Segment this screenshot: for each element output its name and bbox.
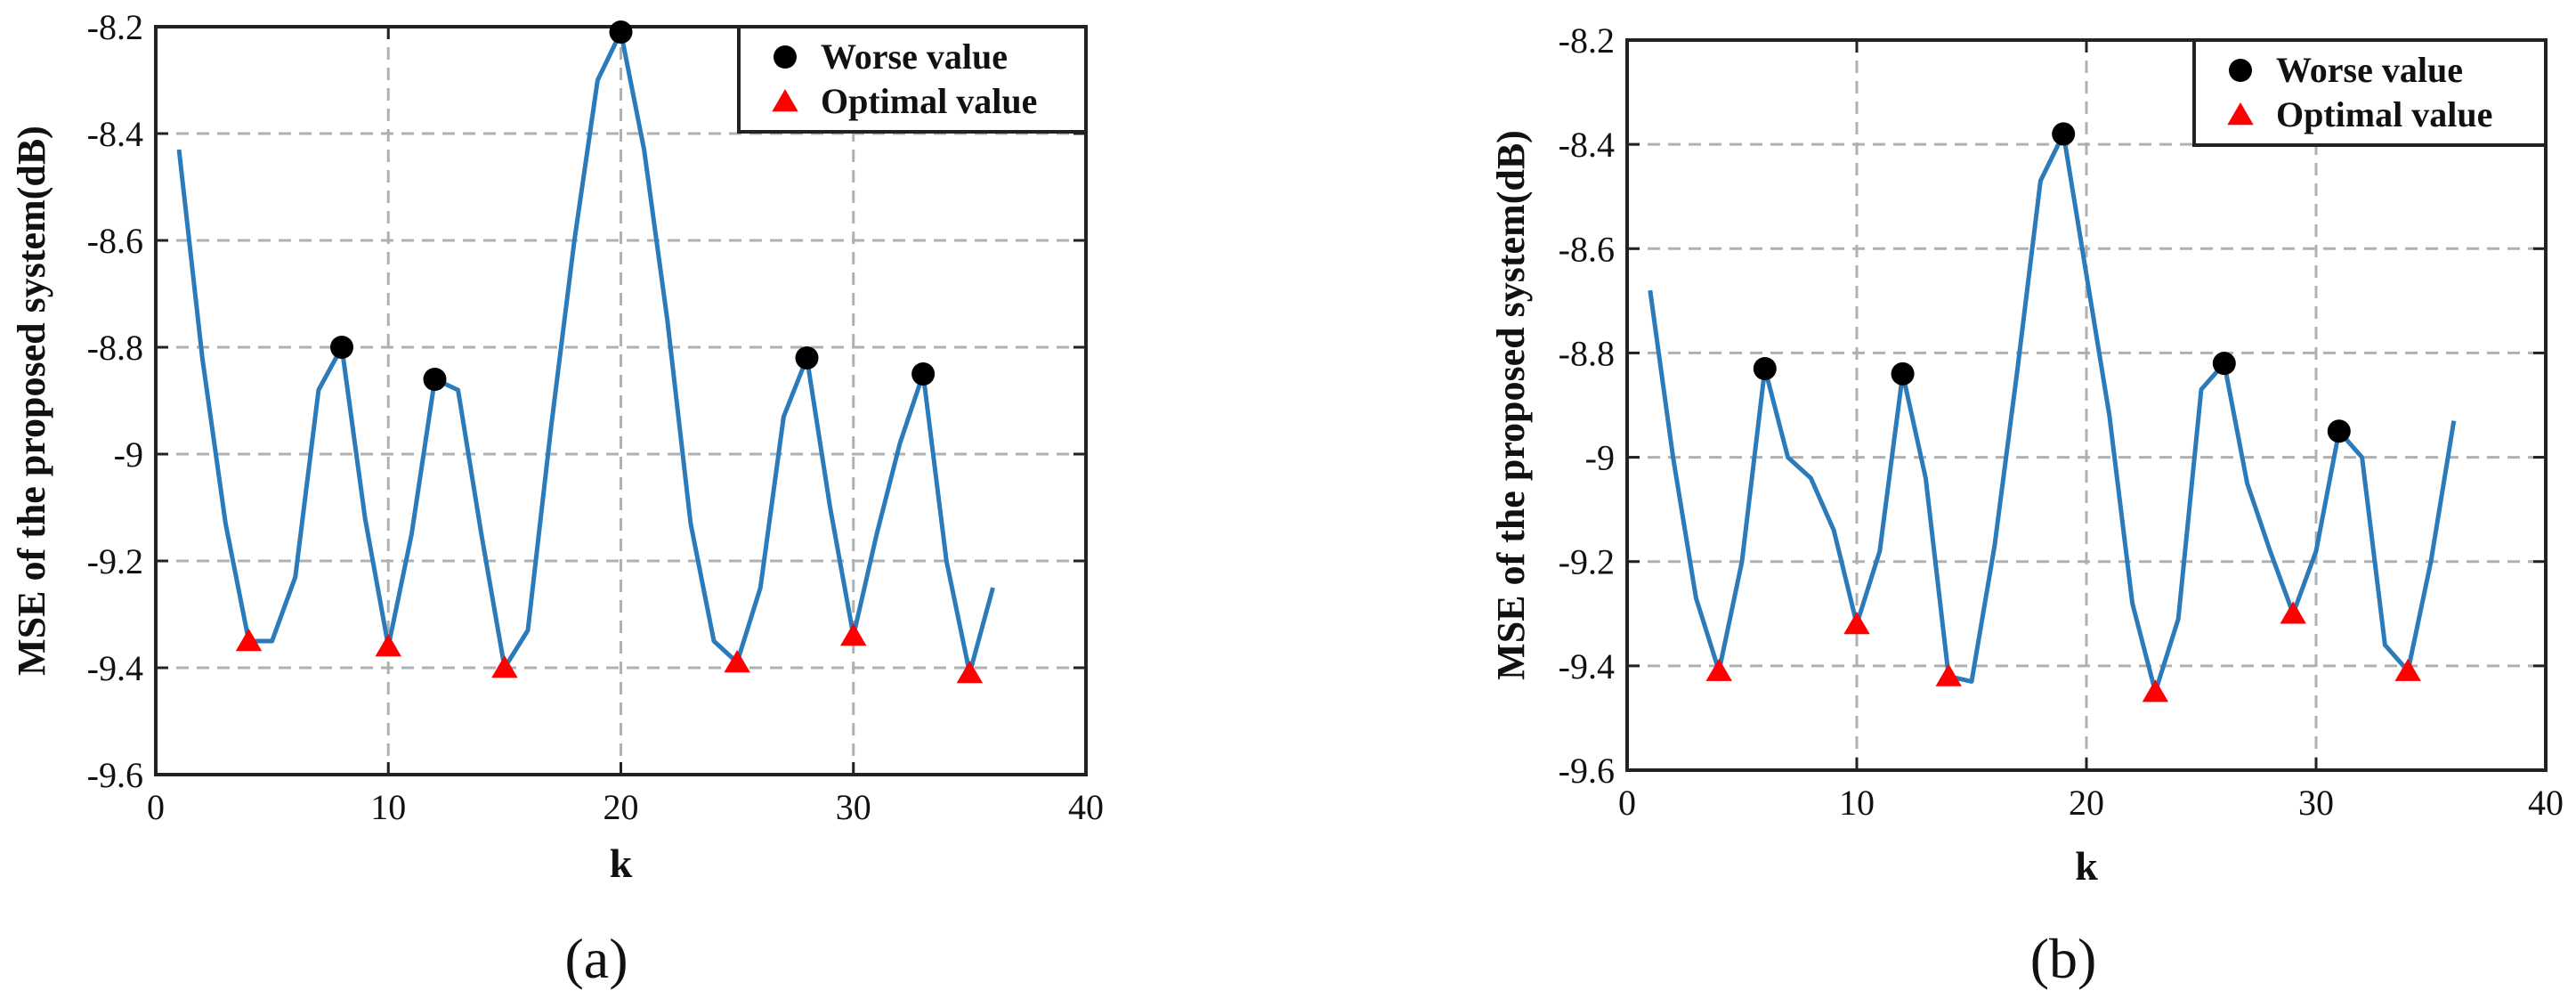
x-tick-label: 40 xyxy=(1068,787,1104,827)
panel-label: (a) xyxy=(564,927,628,990)
worse-value-point xyxy=(330,336,353,359)
worse-value-point xyxy=(1891,361,1915,386)
y-tick-label: -9.4 xyxy=(87,648,143,688)
series-line-0 xyxy=(1648,131,2457,694)
x-tick-label: 20 xyxy=(2069,783,2104,823)
optimal-value-point xyxy=(2142,679,2169,702)
chart-panel-b: 0 10 20 30 40 -9.6 -9.4 -9.2 -9 -8.8 -8.6 -8.4 -8.2 k… xyxy=(1489,20,2564,990)
y-tick-label: -8.4 xyxy=(1559,125,1615,165)
optimal-value-point xyxy=(2280,601,2306,624)
legend-box xyxy=(737,25,1088,134)
worse-value-point xyxy=(2212,352,2236,376)
legend-optimal-marker xyxy=(772,89,798,112)
y-tick-label: -8.8 xyxy=(87,328,143,368)
legend-worse-marker xyxy=(2229,59,2252,82)
x-axis-label: k xyxy=(610,841,633,886)
panel-label: (b) xyxy=(2030,927,2097,990)
y-tick-label: -9.2 xyxy=(1559,542,1615,582)
optimal-value-point xyxy=(2394,658,2421,681)
y-tick-label: -8.2 xyxy=(87,7,143,47)
optimal-value-point xyxy=(375,634,401,657)
x-tick-label: 10 xyxy=(370,787,406,827)
worse-value-point xyxy=(609,20,633,44)
worse-value-point xyxy=(911,362,936,386)
y-tick-label: -9 xyxy=(114,434,143,475)
legend-box xyxy=(2192,38,2548,147)
x-tick-label: 40 xyxy=(2528,783,2564,823)
y-tick-label: -9.2 xyxy=(87,541,143,581)
optimal-value-point xyxy=(956,661,984,684)
legend-optimal-marker xyxy=(2227,102,2254,126)
x-tick-label: 10 xyxy=(1839,783,1875,823)
legend-worse-label: Worse value xyxy=(821,37,1008,77)
y-tick-label: -8.4 xyxy=(87,114,143,154)
legend-worse-label: Worse value xyxy=(2276,50,2463,90)
optimal-value-point xyxy=(1935,663,1962,686)
x-axis-label: k xyxy=(2075,843,2098,889)
y-axis-label: MSE of the proposed system(dB) xyxy=(10,126,53,676)
y-tick-label: -9.6 xyxy=(1559,751,1615,791)
worse-value-point xyxy=(2052,122,2076,146)
x-tick-label: 30 xyxy=(2298,783,2334,823)
series-line-0 xyxy=(176,29,995,676)
legend-optimal-label: Optimal value xyxy=(821,81,1037,121)
x-tick-label: 30 xyxy=(836,787,871,827)
worse-value-point xyxy=(2327,419,2351,443)
worse-value-point xyxy=(795,346,819,370)
y-tick-label: -9.6 xyxy=(87,755,143,795)
plot-area xyxy=(1627,40,2546,770)
x-tick-label: 0 xyxy=(1618,783,1636,823)
optimal-value-point xyxy=(724,650,750,673)
y-tick-label: -9.4 xyxy=(1559,646,1615,686)
y-tick-label: -8.2 xyxy=(1559,20,1615,61)
optimal-value-point xyxy=(1705,658,1732,681)
optimal-value-point xyxy=(491,655,518,678)
optimal-value-point xyxy=(235,629,263,652)
y-tick-label: -8.6 xyxy=(87,221,143,261)
optimal-value-point xyxy=(1843,612,1870,635)
y-tick-label: -9 xyxy=(1585,438,1615,478)
legend-optimal-label: Optimal value xyxy=(2276,94,2492,134)
x-tick-label: 20 xyxy=(603,787,639,827)
y-tick-label: -8.6 xyxy=(1559,229,1615,269)
chart-panel-a: 0 10 20 30 40 -9.6 -9.4 -9.2 -9 -8.8 -8.6 -8.4 -8.2 k… xyxy=(10,7,1104,990)
worse-value-point xyxy=(1753,357,1777,380)
x-tick-label: 0 xyxy=(147,787,165,827)
y-tick-label: -8.8 xyxy=(1559,333,1615,373)
worse-value-point xyxy=(423,368,447,391)
y-axis-label: MSE of the proposed system(dB) xyxy=(1489,130,1533,680)
legend-worse-marker xyxy=(774,45,797,69)
optimal-value-point xyxy=(840,623,867,646)
